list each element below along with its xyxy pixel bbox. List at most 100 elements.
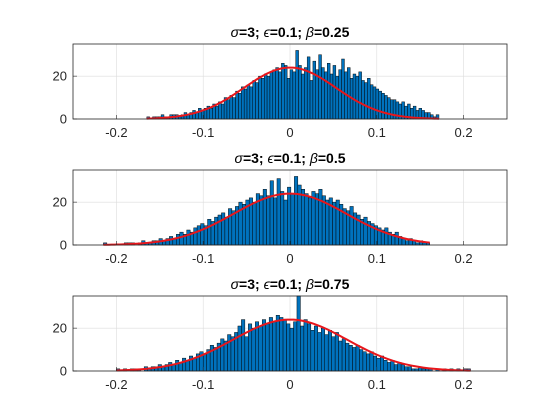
histogram-bar: [221, 103, 225, 120]
histogram-bar: [242, 204, 246, 246]
histogram-bar: [347, 67, 351, 120]
histogram-bar: [221, 212, 226, 246]
histogram-bar: [272, 321, 277, 372]
histogram-bar: [275, 315, 280, 372]
histogram-bar: [266, 75, 271, 120]
title-part-p3: =0.75: [314, 276, 350, 292]
normal-fit-curve: [116, 318, 471, 372]
histogram-bar: [383, 360, 388, 372]
histogram-bar: [244, 336, 249, 372]
histogram-bar: [318, 189, 323, 246]
histogram-bar: [394, 231, 399, 246]
histogram-bar: [381, 93, 385, 120]
histogram-bar: [293, 321, 298, 372]
histogram-bar: [331, 336, 336, 372]
histogram-bar: [230, 336, 235, 372]
title-part-sigma: σ: [231, 276, 240, 292]
histogram-bar: [286, 78, 291, 120]
histogram-bar: [296, 295, 301, 372]
histogram-bar: [294, 176, 299, 246]
normal-fit-curve: [103, 192, 430, 246]
y-tick-label: 20: [53, 321, 67, 336]
histogram-bar: [376, 357, 381, 372]
histogram-bar: [295, 50, 299, 120]
histogram-bar: [407, 366, 412, 372]
histogram-bar: [259, 195, 264, 246]
histogram-bar: [192, 110, 196, 120]
title-part-p1: =3;: [239, 276, 264, 292]
histogram-bar: [369, 84, 374, 120]
histogram-bar: [193, 227, 198, 246]
normal-fit-curve: [146, 66, 439, 120]
histogram-bar: [327, 63, 331, 120]
histogram-bar: [238, 93, 242, 120]
y-tick-label: 0: [60, 238, 67, 253]
histogram-bar: [349, 206, 354, 246]
histogram-bar: [364, 82, 368, 120]
histogram-bar: [332, 65, 337, 120]
histogram-bar: [252, 201, 257, 246]
histogram-bar: [341, 58, 345, 120]
histogram-bar: [214, 216, 219, 246]
histogram-bar: [281, 63, 285, 120]
histogram-bar: [200, 223, 205, 246]
histogram-bar: [329, 73, 334, 120]
histogram-bar: [261, 78, 265, 120]
histogram-bar: [358, 71, 362, 120]
histogram-bar: [268, 317, 273, 372]
histogram-bar: [258, 75, 262, 120]
histogram-bar: [355, 75, 359, 120]
title-part-sigma: σ: [231, 24, 240, 40]
histogram-bar: [366, 353, 371, 372]
histogram-bar: [314, 325, 319, 372]
histogram-bar: [272, 69, 276, 120]
title-part-p2: =0.1;: [270, 276, 306, 292]
histogram-bar: [324, 71, 328, 120]
x-tick-label: 0.1: [368, 125, 386, 140]
histogram-bar: [282, 319, 287, 372]
histogram-bar: [186, 229, 191, 246]
histogram-bar: [304, 67, 308, 120]
histogram-bar: [348, 345, 353, 372]
title-part-p2: =0.1;: [274, 150, 310, 166]
histogram-bar: [269, 71, 274, 120]
axes-panel-3: -0.2 -0.1 0 0.1 0.2 0 20 σ=3; ϵ=0.1; β=0.75: [53, 276, 508, 392]
histogram-bar: [363, 216, 368, 246]
x-tick-label: -0.1: [192, 377, 214, 392]
x-tick-label: -0.2: [105, 377, 127, 392]
axes-panel-1: -0.2 -0.1 0 0.1 0.2 0 20 σ=3; ϵ=0.1; β=0.25: [53, 24, 508, 140]
histogram-bar: [321, 67, 325, 120]
histogram-bar: [198, 108, 202, 120]
histogram-bar: [224, 216, 229, 246]
histogram-bar: [192, 357, 197, 372]
histogram-bar: [298, 65, 302, 120]
histogram-bar: [400, 364, 405, 372]
x-tick-label: -0.2: [105, 251, 127, 266]
axes-title: σ=3; ϵ=0.1; β=0.5: [235, 150, 346, 166]
histogram-bar: [355, 345, 360, 372]
histogram-bar: [309, 80, 314, 120]
y-tick-label: 0: [60, 112, 67, 127]
y-tick-label: 20: [53, 195, 67, 210]
histogram-bar: [338, 340, 343, 372]
histogram-bar: [263, 73, 268, 120]
x-tick-label: 0: [286, 251, 293, 266]
title-part-eps: ϵ: [267, 150, 274, 166]
x-tick-label: 0.2: [455, 377, 473, 392]
histogram-bar: [352, 347, 357, 372]
x-tick-label: 0.2: [455, 251, 473, 266]
histogram-bar: [232, 97, 236, 120]
histogram-bar: [243, 88, 248, 120]
histogram-bar: [303, 319, 308, 372]
histogram-bar: [338, 69, 342, 120]
x-tick-label: -0.1: [192, 125, 214, 140]
histogram-bar: [286, 323, 291, 372]
histogram-bar: [241, 86, 245, 120]
histogram-bar: [265, 323, 270, 372]
histogram-bar: [241, 319, 246, 372]
histogram-bar: [390, 99, 394, 120]
histogram-bar: [384, 227, 389, 246]
histogram-bar: [386, 362, 391, 372]
histogram-bar: [334, 332, 339, 372]
title-part-eps: ϵ: [264, 24, 271, 40]
